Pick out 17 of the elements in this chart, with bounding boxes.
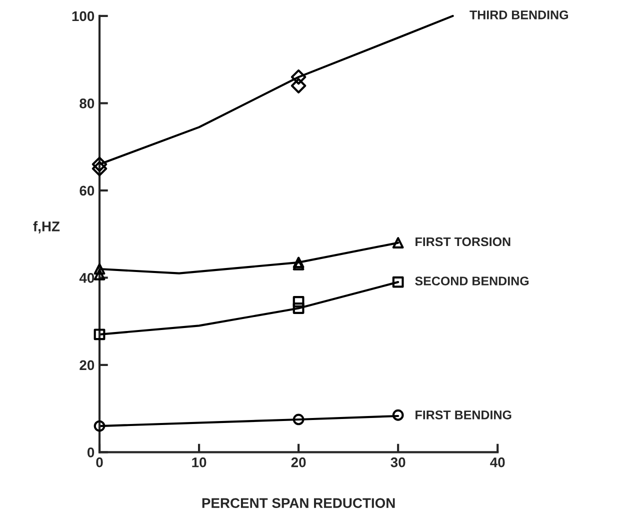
x-tick-label: 10: [192, 457, 206, 468]
series-label: FIRST BENDING: [416, 410, 512, 420]
y-tick-label: 60: [80, 186, 94, 196]
x-axis-title: PERCENT SPAN REDUCTION: [202, 498, 395, 508]
series-label: FIRST TORSION: [416, 237, 510, 246]
series-label: THIRD BENDING: [470, 10, 568, 20]
y-tick-label: 100: [72, 11, 94, 22]
y-tick-label: 20: [80, 360, 94, 370]
x-tick-label: 20: [291, 457, 306, 468]
x-tick-label: 30: [390, 457, 406, 468]
y-tick-label: 0: [87, 448, 94, 458]
y-axis-title: f,HZ: [33, 221, 60, 234]
series-label: SECOND BENDING: [415, 276, 529, 286]
x-tick-label: 0: [96, 457, 103, 468]
x-tick-label: 40: [490, 457, 505, 468]
y-tick-label: 40: [79, 273, 94, 283]
y-tick-label: 80: [80, 98, 94, 108]
